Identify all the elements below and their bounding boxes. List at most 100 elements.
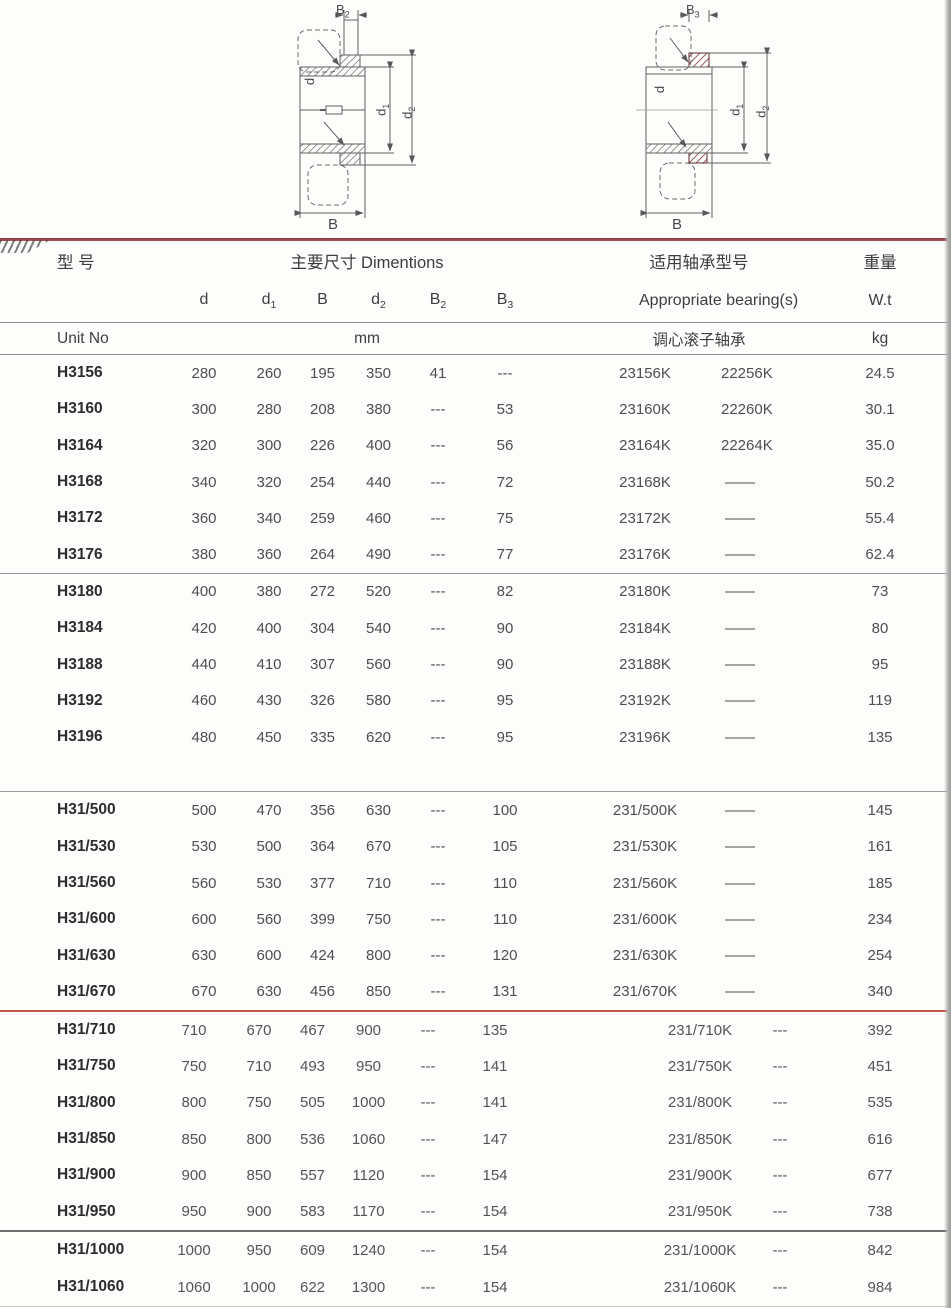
dim-b3-cell: 95 [496,728,514,746]
bearing-1-cell: 231/950K [667,1203,733,1221]
bearing-2-cell: 22256K [721,364,773,382]
dim-label-b3: B3 [686,2,700,20]
bearing-1-cell: 23184K [619,619,671,637]
dim-label-d: d [302,77,318,86]
adapter-sleeve-right-figure [636,10,771,218]
bearing-1-cell: 231/750K [667,1057,733,1075]
header-bearing-type: 调心滚子轴承 [652,331,746,349]
dim-b-cell: 609 [299,1241,326,1259]
bearing-2-cell: --- [772,1057,788,1075]
unit-no-cell: H3184 [57,619,103,637]
header-model: 型 号 [57,253,95,272]
dim-d1-cell: 750 [246,1094,272,1112]
unit-no-cell: H31/850 [57,1130,116,1148]
weight-cell: 254 [867,947,893,965]
bearing-1-cell: 231/1000K [663,1241,737,1259]
dim-b2-cell: --- [430,838,446,856]
dim-b3-cell: 154 [482,1278,508,1296]
bearing-2-cell: 22264K [721,437,773,455]
dim-d2-cell: 460 [365,509,392,527]
dim-d1-cell: 850 [246,1166,272,1184]
table-row: H3192 460 430 326 580 --- 95 23192K —— 119 [0,683,951,719]
weight-cell: 145 [867,801,893,819]
dim-b3-cell: 75 [496,509,514,527]
dim-d-cell: 340 [191,473,217,491]
dim-b-cell: 335 [309,728,336,746]
header-dim-d: d [199,290,209,308]
weight-cell: 185 [867,874,893,892]
header-dim-b3: B3 [496,290,514,312]
dim-d1-cell: 410 [256,656,282,674]
adapter-sleeve-drawing-left: B2 d d1 d2 B [278,2,453,238]
bearing-2-cell: —— [725,801,755,819]
unit-no-cell: H3160 [57,400,103,418]
dim-b3-cell: 105 [492,838,518,856]
dim-b2-cell: --- [430,910,446,928]
dim-d-cell: 500 [191,801,217,819]
dim-d2-cell: 850 [365,983,392,1001]
dim-b-cell: 272 [309,583,336,601]
dim-b-cell: 583 [299,1203,326,1221]
bearing-2-cell: —— [725,583,755,601]
dim-d-cell: 300 [191,400,217,418]
dim-b3-cell: 77 [496,546,514,564]
dim-b2-cell: --- [420,1130,436,1148]
bearing-2-cell: —— [725,509,755,527]
dim-b3-cell: 135 [482,1021,508,1039]
dim-d-cell: 630 [191,947,217,965]
weight-cell: 30.1 [865,400,895,418]
table-header: 型 号 主要尺寸 Dimentions 适用轴承型号 重量 d d1 B d2 … [0,241,951,355]
weight-cell: 340 [867,983,893,1001]
unit-no-cell: H31/600 [57,910,116,928]
weight-cell: 95 [871,656,889,674]
dim-d-cell: 1060 [177,1278,211,1296]
dim-b-cell: 456 [309,983,336,1001]
dim-d1-cell: 450 [256,728,282,746]
dim-d1-cell: 670 [246,1021,272,1039]
dim-b-cell: 622 [299,1278,326,1296]
dim-b-cell: 254 [309,473,336,491]
unit-no-cell: H31/1060 [57,1278,125,1296]
dim-b3-cell: 72 [496,473,514,491]
bearing-1-cell: 23188K [619,656,671,674]
bearing-2-cell: --- [772,1094,788,1112]
dim-d2-cell: 400 [365,437,392,455]
dim-d1-cell: 800 [246,1130,272,1148]
unit-no-cell: H31/900 [57,1166,116,1184]
table-top-rule [0,238,951,241]
dim-label-d1: d1 [373,103,391,116]
table-section: H31/500 500 470 356 630 --- 100 231/500K —— 145 H3… [0,791,951,1013]
dim-label-d: d [652,85,668,94]
dim-d-cell: 950 [181,1203,207,1221]
dim-d-cell: 420 [191,619,217,637]
unit-no-cell: H31/530 [57,837,116,855]
unit-no-cell: H3176 [57,545,103,563]
dim-d2-cell: 1120 [352,1166,385,1184]
header-mm: mm [354,329,380,347]
bearing-1-cell: 231/1060K [663,1278,737,1296]
table-section: H31/1000 1000 950 609 1240 --- 154 231/1000K ---… [0,1232,951,1307]
dim-b3-cell: 154 [482,1241,508,1259]
dim-b-cell: 467 [299,1021,326,1039]
header-dim-b: B [317,290,328,308]
dim-d2-cell: 490 [365,546,392,564]
bearing-1-cell: 231/670K [612,983,678,1001]
bearing-2-cell: --- [772,1278,788,1296]
weight-cell: 24.5 [865,364,895,382]
dim-label-b: B [328,216,339,233]
dim-b3-cell: 120 [492,947,518,965]
weight-cell: 234 [867,910,893,928]
dim-d1-cell: 600 [256,947,282,965]
dim-d-cell: 320 [191,437,217,455]
bearing-2-cell: —— [725,947,755,965]
weight-cell: 535 [867,1094,893,1112]
bearing-2-cell: 22260K [721,400,773,418]
dim-label-d2: d2 [753,105,771,118]
dim-b-cell: 195 [309,364,336,382]
dim-b2-cell: --- [430,509,446,527]
drawings-area: B2 d d1 d2 B [0,0,951,238]
unit-no-cell: H31/800 [57,1093,116,1111]
dim-b3-cell: 141 [482,1094,508,1112]
dim-d-cell: 1000 [177,1241,211,1259]
dim-d1-cell: 300 [256,437,282,455]
